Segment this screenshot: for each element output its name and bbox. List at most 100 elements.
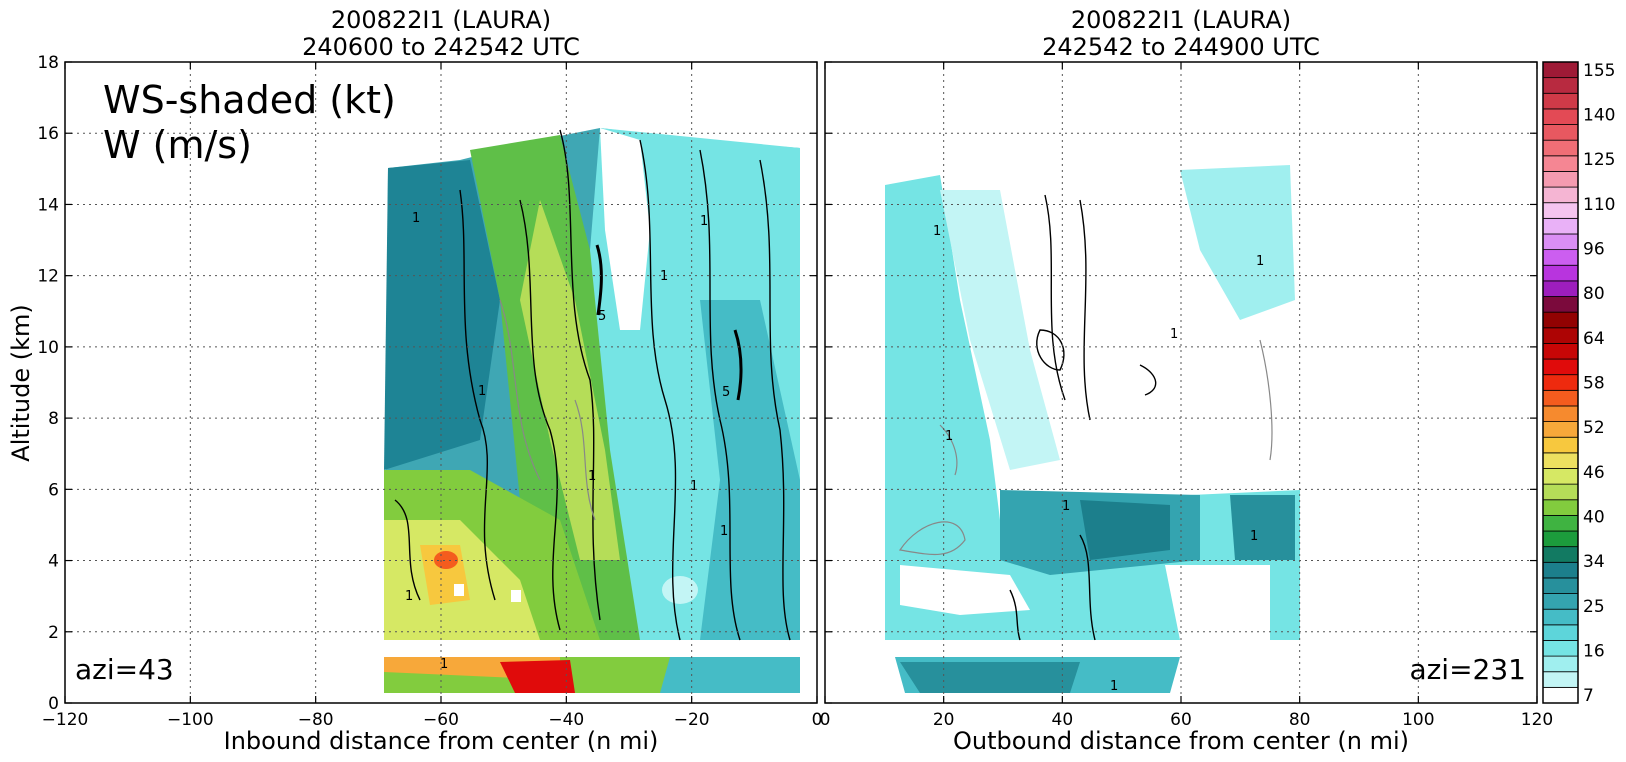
colorbar-tick-label: 46: [1583, 463, 1605, 483]
y-tick-label: 6: [48, 480, 59, 500]
y-tick-label: 16: [37, 124, 59, 144]
colorbar-swatch: [1542, 374, 1579, 391]
left-title-line2: 240600 to 242542 UTC: [302, 33, 580, 61]
svg-text:1: 1: [1250, 529, 1258, 544]
colorbar-tick-label: 125: [1583, 150, 1615, 170]
l-x-tick-label: 0: [812, 710, 823, 730]
l-x-tick-label: −80: [298, 710, 334, 730]
right-x-axis-label: Outbound distance from center (n mi): [953, 727, 1409, 755]
right-field-upper-right: [1180, 165, 1295, 320]
y-tick-label: 12: [37, 267, 59, 287]
left-field-teal-right: [700, 300, 800, 640]
left-azimuth-label: azi=43: [75, 653, 174, 686]
left-heatmap: 1 1 1 1 5 1 5 1 1 1 1: [65, 62, 817, 703]
colorbar-tick-label: 58: [1583, 374, 1605, 394]
colorbar-tick-label: 80: [1583, 284, 1605, 304]
left-low-cyan: [660, 657, 800, 693]
left-title-line1: 200822I1 (LAURA): [331, 6, 551, 34]
right-field-white-hole: [900, 565, 1030, 615]
colorbar-swatch: [1542, 327, 1579, 344]
colorbar-tick-label: 110: [1583, 195, 1615, 215]
right-gap: [885, 640, 1305, 657]
right-field-teal-right: [1230, 495, 1295, 560]
colorbar-swatch: [1542, 186, 1579, 204]
r-x-tick-label: 100: [1402, 710, 1434, 730]
svg-text:1: 1: [1256, 254, 1264, 269]
colorbar-swatch: [1542, 124, 1579, 141]
l-x-tick-label: −100: [167, 710, 214, 730]
svg-text:5: 5: [598, 309, 606, 324]
r-x-tick-label: 60: [1170, 710, 1192, 730]
colorbar-swatch: [1542, 108, 1579, 125]
colorbar-tick-label: 96: [1583, 239, 1605, 259]
colorbar-swatch: [1542, 61, 1579, 79]
y-tick-label: 2: [48, 623, 59, 643]
r-x-tick-label: 40: [1052, 710, 1074, 730]
left-field-lightgreen: [520, 200, 620, 560]
left-field-upper-teal: [384, 160, 500, 470]
colorbar-swatch: [1542, 577, 1579, 594]
colorbar-swatch: [1542, 421, 1579, 438]
colorbar-swatch: [1542, 311, 1579, 329]
colorbar-swatch: [1542, 546, 1579, 563]
y-tick-label: 18: [37, 53, 59, 73]
colorbar-swatch: [1542, 608, 1579, 626]
colorbar-swatch: [1542, 343, 1579, 360]
svg-text:1: 1: [588, 469, 596, 484]
colorbar-tick-label: 64: [1583, 329, 1605, 349]
colorbar-tick-label: 52: [1583, 418, 1605, 438]
colorbar-swatch: [1542, 249, 1579, 266]
svg-text:1: 1: [1170, 327, 1178, 342]
colorbar-swatch: [1542, 217, 1579, 235]
colorbar-swatch: [1542, 264, 1579, 282]
y-tick-label: 4: [48, 552, 59, 572]
svg-text:1: 1: [405, 589, 413, 604]
left-max-red-upper: [434, 551, 458, 569]
y-axis-label: Altitude (km): [7, 304, 35, 461]
colorbar-tick-label: 25: [1583, 597, 1605, 617]
colorbar-swatch: [1542, 139, 1579, 157]
colorbar-tick-label: 34: [1583, 552, 1605, 572]
r-x-tick-label: 80: [1289, 710, 1311, 730]
y-tick-label: 10: [37, 338, 59, 358]
y-tick-label: 0: [48, 694, 59, 714]
colorbar-swatch: [1542, 233, 1579, 251]
y-tick-label: 8: [48, 409, 59, 429]
colorbar-swatch: [1542, 202, 1579, 219]
left-contours-negative: [499, 299, 596, 521]
colorbar-swatch: [1542, 483, 1579, 501]
colorbar-swatch: [1542, 499, 1579, 516]
colorbar-swatch: [1542, 530, 1579, 548]
colorbar-swatch: [1542, 686, 1579, 704]
right-contour-labels: 1 1 1 1 1 1 1: [933, 224, 1264, 694]
colorbar-swatch: [1542, 593, 1579, 610]
svg-text:1: 1: [690, 479, 698, 494]
right-ticks: 0 20 40 60 80 100 120: [820, 61, 1553, 730]
left-annotation-main-line1: WS-shaded (kt): [103, 78, 396, 122]
left-contour-labels: 1 1 1 1 5 1 5 1 1 1 1: [405, 211, 730, 672]
colorbar-swatch: [1542, 280, 1579, 297]
svg-text:1: 1: [440, 657, 448, 672]
left-x-axis-label: Inbound distance from center (n mi): [224, 727, 659, 755]
svg-text:1: 1: [478, 384, 486, 399]
colorbar-tick-label: 140: [1583, 105, 1615, 125]
colorbar-tick-label: 40: [1583, 508, 1605, 528]
right-grid: [825, 62, 1537, 703]
colorbar: 7 16 25 34 40 46 52 58 64 80 96 110 125 140 155: [1542, 61, 1615, 706]
colorbar-tick-label: 16: [1583, 642, 1605, 662]
right-field-teal-dark: [1080, 500, 1170, 560]
left-annotation-main-line2: W (m/s): [103, 123, 252, 167]
colorbar-swatch: [1542, 514, 1579, 532]
right-title-line2: 242542 to 244900 UTC: [1042, 33, 1320, 61]
l-x-tick-label: −20: [674, 710, 710, 730]
right-azimuth-label: azi=231: [1409, 653, 1526, 686]
svg-text:1: 1: [945, 429, 953, 444]
left-contours: [394, 129, 791, 641]
left-field-pale-spot: [662, 576, 698, 604]
right-panel: 200822I1 (LAURA) 242542 to 244900 UTC: [820, 6, 1554, 755]
left-gap: [384, 640, 804, 657]
right-contours: [1009, 194, 1157, 641]
svg-text:1: 1: [700, 214, 708, 229]
l-x-tick-label: −60: [423, 710, 459, 730]
svg-text:1: 1: [1110, 679, 1118, 694]
